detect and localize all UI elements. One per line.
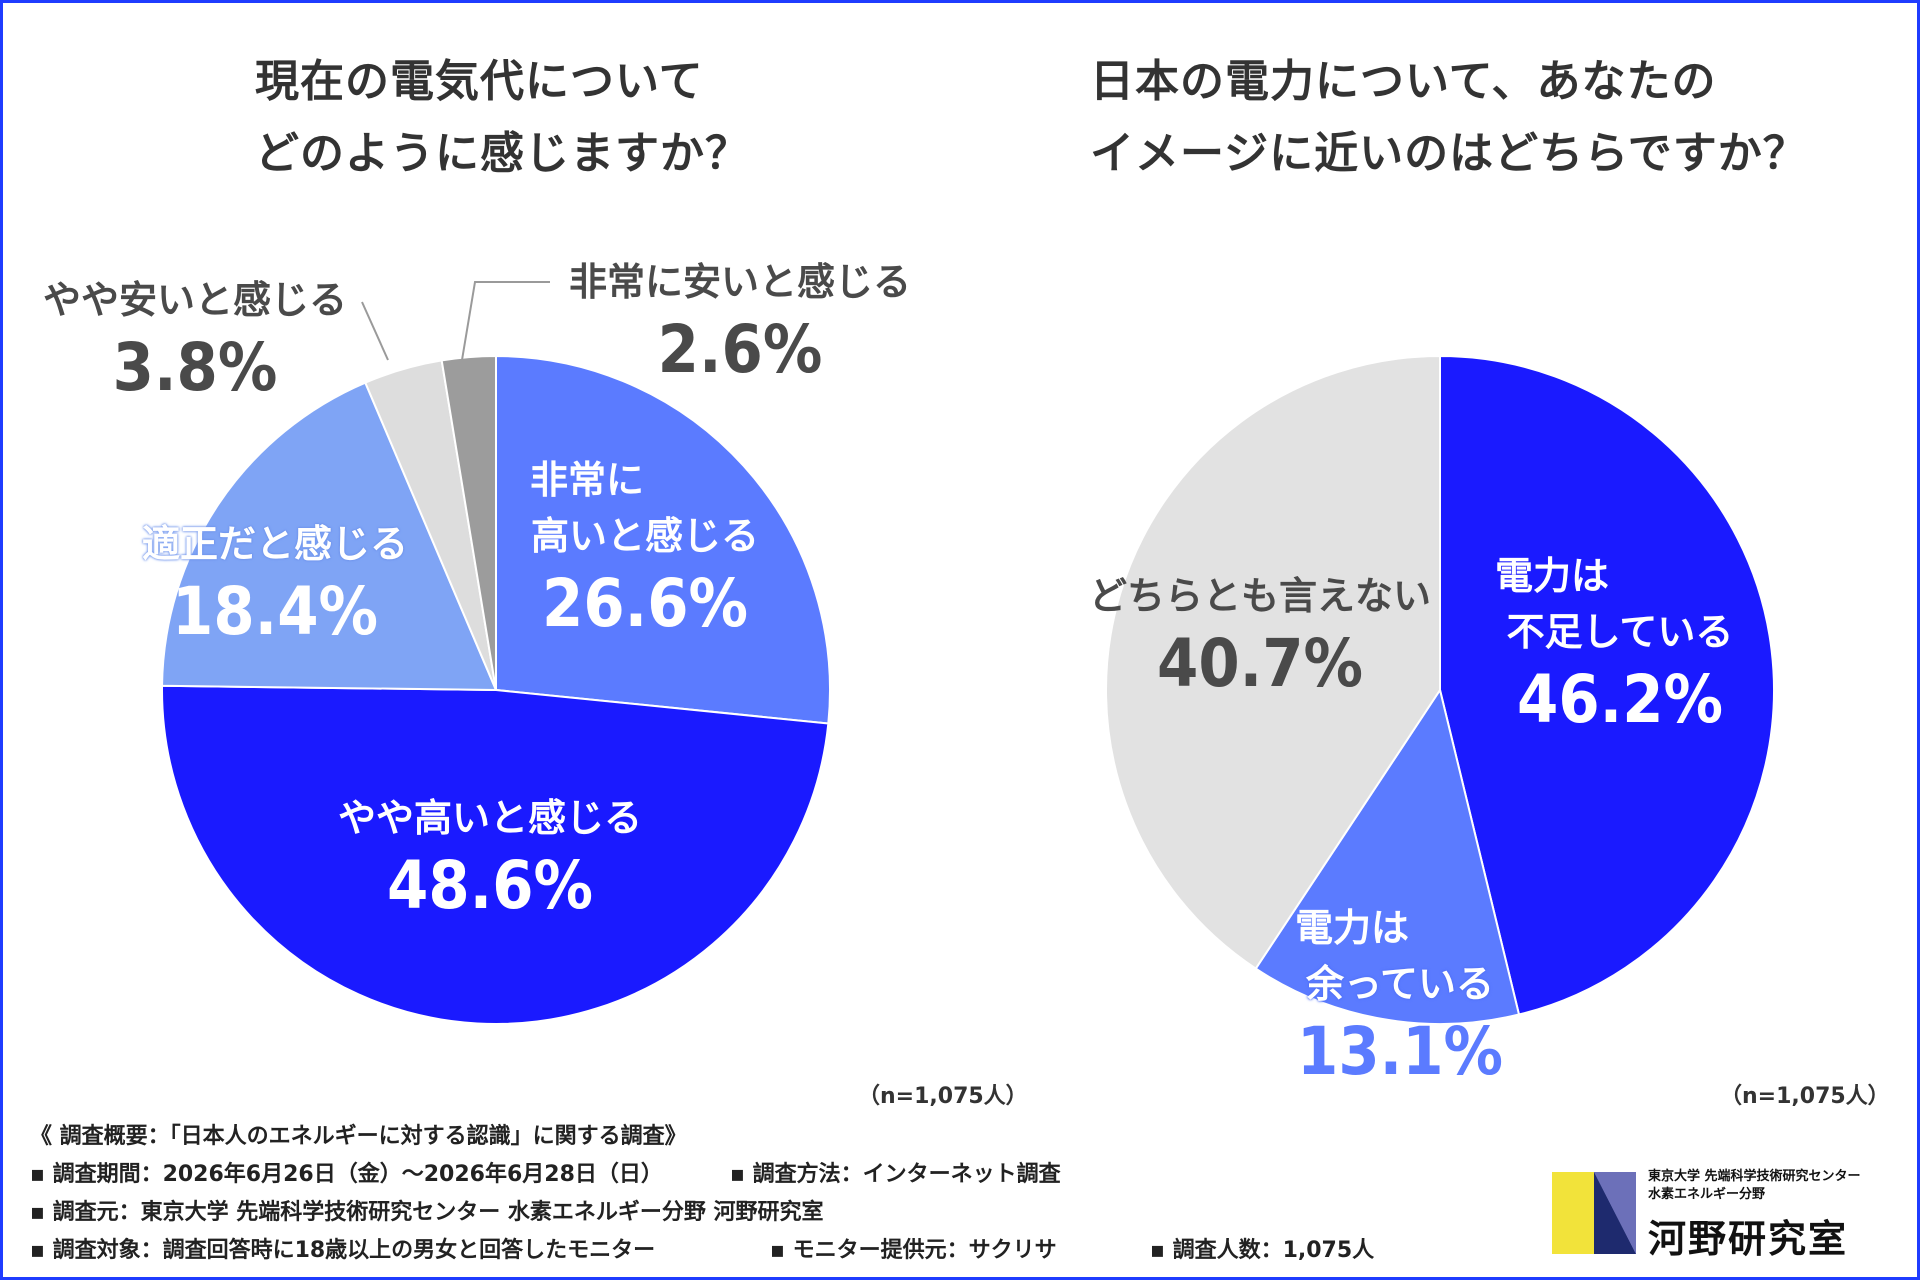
chart2-title: 日本の電力について、あなたの イメージに近いのはどちらですか？ — [1090, 56, 1808, 179]
chart1-sample-note: （n=1,075人） — [858, 1084, 1028, 1109]
slice-label-very-expensive-2: 高いと感じる 26.6% — [520, 508, 770, 644]
survey-organization: ▪ 調査元：東京大学 先端科学技術研究センター 水素エネルギー分野 河野研究室 — [30, 1200, 824, 1225]
slice-value-shortage: 46.2% — [1517, 661, 1723, 738]
slice-label-surplus-2: 余っている 13.1% — [1290, 956, 1510, 1092]
survey-count: ▪ 調査人数：1,075人 — [1150, 1238, 1375, 1263]
slice-value-appropriate: 18.4% — [172, 573, 378, 650]
logo-subtitle: 東京大学 先端科学技術研究センター 水素エネルギー分野 — [1648, 1169, 1861, 1202]
slice-label-very-cheap: 非常に安いと感じる 2.6% — [555, 254, 925, 390]
slice-label-slightly-expensive: やや高いと感じる 48.6% — [300, 790, 680, 926]
slice-value-neither: 40.7% — [1157, 625, 1363, 702]
pie-chart-power-supply — [1105, 354, 1775, 1025]
lab-logo-mark — [1552, 1172, 1636, 1254]
pie2-slice-2 — [1105, 354, 1441, 970]
survey-provider: ▪ モニター提供元：サクリサ — [770, 1238, 1057, 1263]
pie1-slice-1 — [161, 684, 830, 1025]
leader-line-very-cheap — [461, 281, 550, 361]
chart2-sample-note: （n=1,075人） — [1720, 1084, 1890, 1109]
pie1-slice-4 — [440, 354, 497, 691]
logo-yellow-block — [1552, 1172, 1594, 1254]
chart1-title: 現在の電気代について どのように感じますか？ — [255, 56, 750, 179]
leader-line-slightly-cheap — [361, 301, 389, 361]
pie2-slice-1 — [1254, 687, 1521, 1025]
slice-value-slightly-expensive: 48.6% — [387, 847, 593, 924]
slice-label-shortage-2: 不足している 46.2% — [1490, 604, 1750, 740]
logo-lab-name: 河野研究室 — [1648, 1217, 1849, 1261]
survey-summary: 《 調査概要：「日本人のエネルギーに対する認識」に関する調査》 — [30, 1124, 687, 1149]
leader-lines — [361, 281, 550, 361]
slice-label-very-expensive: 非常に — [530, 458, 645, 502]
slice-label-shortage: 電力は — [1495, 554, 1610, 598]
slice-value-slightly-cheap: 3.8% — [112, 329, 278, 406]
survey-target: ▪ 調査対象：調査回答時に18歳以上の男女と回答したモニター — [30, 1238, 656, 1263]
survey-method: ▪ 調査方法：インターネット調査 — [730, 1162, 1061, 1187]
pie2-slice-0 — [1439, 354, 1775, 1016]
survey-period: ▪ 調査期間：2026年6月26日（金）〜2026年6月28日（日） — [30, 1162, 663, 1187]
slice-label-appropriate: 適正だと感じる 18.4% — [130, 516, 420, 652]
slice-label-slightly-cheap: やや安いと感じる 3.8% — [30, 272, 360, 408]
slice-value-very-cheap: 2.6% — [657, 311, 823, 388]
slice-value-surplus: 13.1% — [1297, 1013, 1503, 1090]
slice-value-very-expensive: 26.6% — [542, 565, 748, 642]
pie-chart-electricity-cost — [161, 354, 831, 1025]
slice-label-surplus: 電力は — [1295, 906, 1410, 950]
slice-label-neither: どちらとも言えない 40.7% — [1020, 568, 1500, 704]
pie1-slice-2 — [161, 381, 498, 692]
pie1-slice-0 — [495, 354, 831, 725]
logo-indigo-triangle — [1594, 1172, 1636, 1254]
survey-notes: 《 調査概要：「日本人のエネルギーに対する認識」に関する調査》 ▪ 調査期間：2… — [30, 1118, 1374, 1270]
